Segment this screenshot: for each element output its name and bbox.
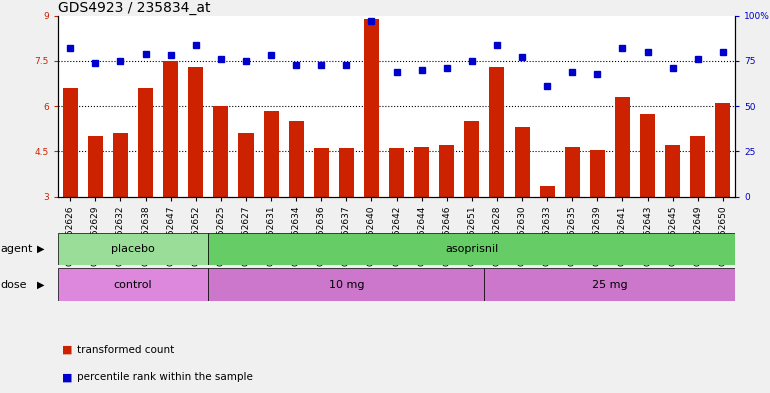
Text: dose: dose [1,279,27,290]
Text: ▶: ▶ [37,244,45,254]
Text: transformed count: transformed count [77,345,174,355]
Bar [138,88,153,196]
Text: 10 mg: 10 mg [329,279,364,290]
Bar [364,19,379,196]
Text: ▶: ▶ [37,279,45,290]
Bar [514,127,530,196]
Bar [490,67,504,196]
Bar [690,136,705,196]
Bar [58,268,209,301]
Bar [188,67,203,196]
Bar [389,148,404,196]
Bar [540,186,554,196]
Bar [464,121,480,196]
Text: placebo: placebo [111,244,155,254]
Bar [590,150,605,196]
Bar [715,103,730,196]
Text: percentile rank within the sample: percentile rank within the sample [77,372,253,382]
Text: asoprisnil: asoprisnil [445,244,498,254]
Bar [263,111,279,196]
Bar [339,148,354,196]
Bar [414,147,429,196]
Bar [665,145,680,196]
Bar [640,114,655,196]
Bar [58,233,209,265]
Text: agent: agent [1,244,33,254]
Text: control: control [114,279,152,290]
Bar [564,147,580,196]
Bar [163,61,178,196]
Bar [213,106,229,196]
Text: 25 mg: 25 mg [592,279,628,290]
Bar [313,148,329,196]
Bar [615,97,630,196]
Text: ■: ■ [62,345,72,355]
Text: GDS4923 / 235834_at: GDS4923 / 235834_at [58,1,210,15]
Bar [209,268,484,301]
Bar [239,133,253,196]
Bar [63,88,78,196]
Bar [439,145,454,196]
Bar [88,136,103,196]
Text: ■: ■ [62,372,72,382]
Bar [113,133,128,196]
Bar [289,121,303,196]
Bar [209,233,735,265]
Bar [484,268,735,301]
